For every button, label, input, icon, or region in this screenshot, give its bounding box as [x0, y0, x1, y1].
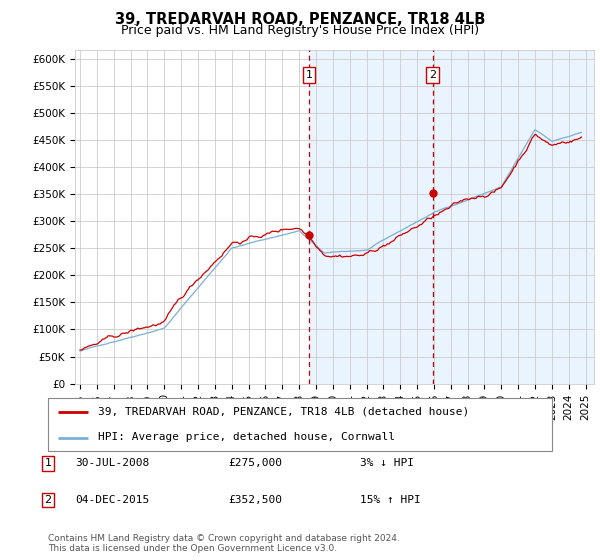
- Text: Contains HM Land Registry data © Crown copyright and database right 2024.
This d: Contains HM Land Registry data © Crown c…: [48, 534, 400, 553]
- Text: 39, TREDARVAH ROAD, PENZANCE, TR18 4LB: 39, TREDARVAH ROAD, PENZANCE, TR18 4LB: [115, 12, 485, 27]
- Text: HPI: Average price, detached house, Cornwall: HPI: Average price, detached house, Corn…: [98, 432, 395, 442]
- Bar: [309, 50, 600, 384]
- FancyBboxPatch shape: [48, 398, 552, 451]
- Text: Price paid vs. HM Land Registry's House Price Index (HPI): Price paid vs. HM Land Registry's House …: [121, 24, 479, 37]
- Text: 15% ↑ HPI: 15% ↑ HPI: [360, 495, 421, 505]
- Text: 1: 1: [44, 459, 52, 468]
- Text: 30-JUL-2008: 30-JUL-2008: [75, 459, 149, 468]
- Text: £275,000: £275,000: [228, 459, 282, 468]
- Text: 3% ↓ HPI: 3% ↓ HPI: [360, 459, 414, 468]
- Text: 39, TREDARVAH ROAD, PENZANCE, TR18 4LB (detached house): 39, TREDARVAH ROAD, PENZANCE, TR18 4LB (…: [98, 407, 470, 417]
- Text: 04-DEC-2015: 04-DEC-2015: [75, 495, 149, 505]
- Text: 2: 2: [429, 70, 436, 80]
- Text: £352,500: £352,500: [228, 495, 282, 505]
- Text: 2: 2: [44, 495, 52, 505]
- Text: 1: 1: [305, 70, 313, 80]
